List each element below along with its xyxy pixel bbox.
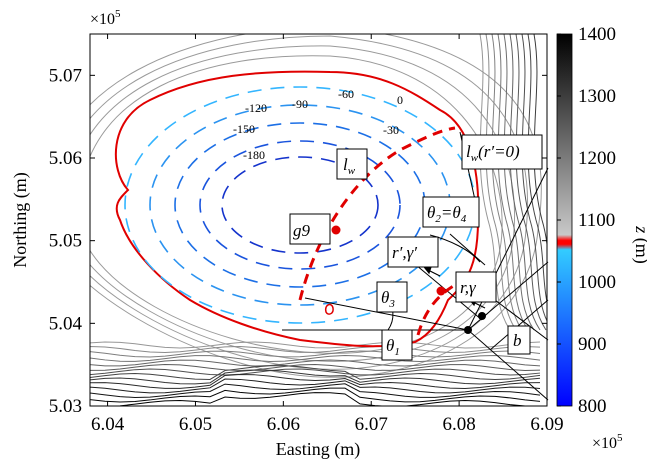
ridge-contour	[90, 345, 541, 353]
terrain-contour	[90, 34, 542, 378]
b-label: b	[513, 331, 522, 350]
x-tick-label: 6.09	[530, 414, 563, 435]
ridge-contour	[90, 365, 541, 381]
lw-label: lw	[343, 155, 356, 177]
lw0-box	[461, 134, 543, 170]
g9-label: g9	[293, 221, 311, 240]
ridge-contour	[90, 368, 541, 376]
hill-contour	[503, 34, 535, 331]
hill-contour	[515, 34, 547, 331]
contour-label-150: -150	[233, 122, 255, 136]
hill-contour	[533, 34, 547, 249]
colorbar-tick-label: 1200	[578, 148, 616, 169]
colorbar-tick-label: 900	[578, 334, 607, 355]
contour-label-180: -180	[243, 148, 265, 162]
x-tick-label: 6.05	[179, 414, 212, 435]
ridge-contour	[90, 364, 541, 372]
contour-label-90: -90	[292, 97, 308, 111]
x-multiplier: ×105	[592, 432, 623, 452]
y-tick-label: 5.06	[49, 148, 82, 169]
x-axis-label: Easting (m)	[276, 439, 360, 460]
y-axis-label: Northing (m)	[10, 172, 31, 267]
ridge-contour	[90, 378, 541, 394]
rgamma-box	[455, 271, 497, 303]
hill-contour	[497, 34, 529, 331]
x-tick-label: 6.06	[267, 414, 300, 435]
lw-box	[336, 148, 368, 180]
ridge-contour	[90, 369, 541, 385]
hill-contour	[509, 34, 541, 331]
y-tick-label: 5.04	[49, 313, 83, 334]
plot-frame	[89, 33, 548, 407]
theta1-label: θ1	[386, 336, 400, 358]
bathymetry-contour	[199, 140, 401, 270]
hill-contour	[479, 34, 511, 331]
hill-contour	[485, 34, 517, 331]
colorbar-label: z (m)	[631, 225, 647, 264]
ridge-contour	[90, 341, 541, 349]
terrain-contour	[90, 45, 516, 362]
ridge-contour	[90, 374, 541, 389]
shore-point-b	[478, 312, 486, 320]
y-tick-label: 5.05	[49, 231, 82, 252]
hill-contour	[491, 34, 523, 331]
x-axis: 6.04 6.05 6.06 6.07 6.08 6.09	[91, 34, 564, 435]
y-tick-label: 5.03	[49, 396, 82, 417]
colorbar-tick-label: 800	[578, 396, 607, 417]
ridge-contour	[90, 392, 541, 406]
rprime-label: r′,γ′	[392, 243, 417, 262]
theta3-label: θ3	[381, 288, 395, 310]
ridge-contour	[90, 359, 541, 367]
colorbar-tick-label: 1300	[578, 86, 616, 107]
y-multiplier: ×105	[90, 8, 121, 28]
rprime-box	[387, 236, 439, 268]
x-tick-label: 6.07	[355, 414, 388, 435]
g9-point	[331, 225, 341, 235]
y-axis: 5.03 5.04 5.05 5.06 5.07	[49, 65, 547, 417]
ridge-contour	[90, 355, 541, 362]
colorbar-ticks: 800 900 1000 1100 1200 1300 1400	[557, 24, 616, 417]
hill-contour	[527, 34, 547, 305]
small-red-contour	[324, 303, 334, 315]
shoreline-contour	[114, 70, 480, 348]
bathymetry-contour	[221, 156, 379, 254]
contour-label-120: -120	[245, 101, 267, 115]
contour-label-0: 0	[397, 93, 403, 107]
ridge-contour	[90, 387, 541, 403]
b-box	[507, 325, 531, 355]
y-tick-label: 5.07	[49, 65, 82, 86]
contour-label-30: -30	[383, 123, 399, 137]
theta24-box	[422, 196, 480, 228]
shore-point-a	[464, 326, 472, 334]
hill-contour	[521, 34, 547, 323]
x-tick-label: 6.04	[91, 414, 125, 435]
g9-box	[289, 213, 331, 245]
ridge-contour	[90, 383, 541, 398]
rgamma-label: r,γ	[460, 278, 477, 297]
lake-point	[436, 286, 446, 296]
colorbar-tick-label: 1000	[578, 272, 616, 293]
x-tick-label: 6.08	[442, 414, 475, 435]
theta1-box	[381, 329, 413, 361]
lw-arc-2	[416, 283, 456, 336]
ridge-contour	[90, 350, 541, 358]
lw0-label: lw(r′=0)	[466, 142, 520, 164]
colorbar-tick-label: 1100	[578, 210, 615, 231]
theta24-label: θ2=θ4	[427, 203, 467, 225]
colorbar-tick-label: 1400	[578, 24, 616, 45]
theta3-box	[376, 281, 408, 313]
lw-arc	[298, 126, 456, 301]
contour-label-60: -60	[338, 87, 354, 101]
